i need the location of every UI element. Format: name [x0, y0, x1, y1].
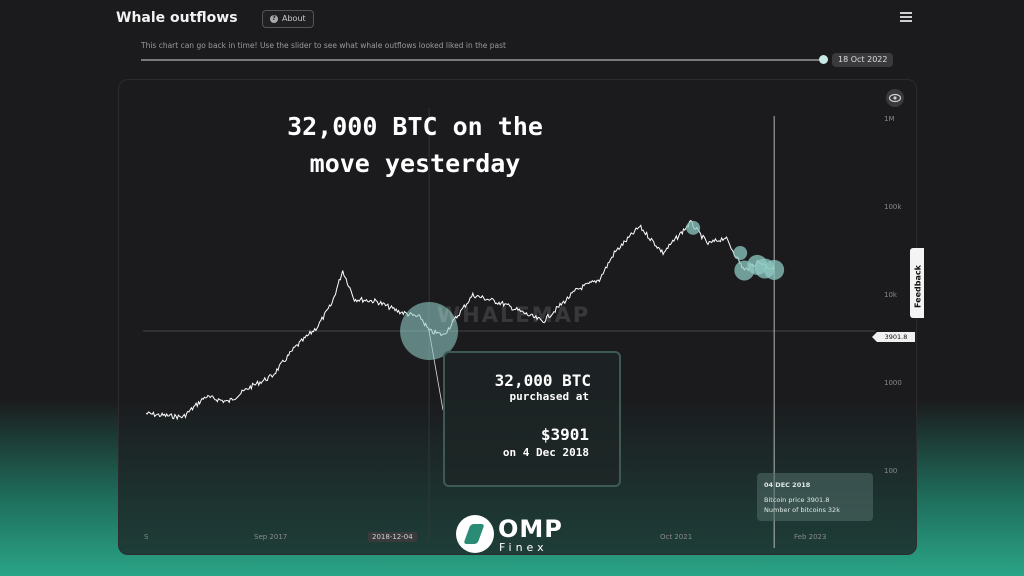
annotation-date: on 4 Dec 2018 [502, 446, 589, 459]
hamburger-icon[interactable] [900, 12, 912, 22]
chart-tooltip: 04 DEC 2018 Bitcoin price 3901.8 Number … [757, 473, 873, 521]
tooltip-count: Number of bitcoins 32k [764, 506, 840, 514]
price-series-line [145, 219, 775, 421]
x-tick-label-highlighted: 2018-12-04 [368, 532, 417, 542]
whale-bubble [764, 259, 785, 280]
y-tick-label: 100 [884, 467, 898, 475]
annotation-price: $3901 [540, 425, 589, 444]
tooltip-price: Bitcoin price 3901.8 [764, 496, 830, 504]
whale-bubble [686, 220, 701, 235]
eye-icon-button[interactable] [886, 89, 904, 107]
x-tick-label: S [144, 533, 149, 541]
x-tick-label: Feb 2023 [794, 533, 827, 541]
time-slider-track[interactable] [141, 59, 825, 61]
y-tick-label: 1000 [884, 379, 902, 387]
y-tick-label: 10k [884, 291, 897, 299]
brand-mark-icon [456, 515, 494, 553]
brand-sub: Finex [499, 541, 548, 554]
slider-date-badge: 18 Oct 2022 [832, 53, 894, 67]
brand-logo: OMP Finex [456, 515, 571, 555]
annotation-box: 32,000 BTC purchased at $3901 on 4 Dec 2… [443, 351, 621, 487]
y-tick-label: 1M [884, 115, 895, 123]
current-price-marker: 3901.8 [872, 332, 915, 342]
eye-icon [888, 93, 902, 103]
whale-bubble [400, 301, 459, 360]
headline: 32,000 BTC on the move yesterday [250, 108, 580, 182]
about-button[interactable]: ? About [262, 10, 314, 28]
page-title: Whale outflows [116, 10, 238, 26]
x-tick-label: Sep 2017 [254, 533, 288, 541]
headline-line-2: move yesterday [309, 149, 521, 178]
slider-hint: This chart can go back in time! Use the … [141, 41, 506, 50]
tooltip-date: 04 DEC 2018 [764, 481, 811, 489]
top-bar: Whale outflows ? About [0, 0, 1024, 36]
x-tick-label: Oct 2021 [660, 533, 693, 541]
brand-name: OMP [498, 515, 563, 543]
about-label: About [282, 14, 306, 23]
feedback-label: Feedback [913, 265, 923, 308]
whale-bubble [733, 246, 748, 261]
annotation-amount: 32,000 BTC [494, 371, 591, 390]
time-slider-handle[interactable] [819, 55, 828, 64]
feedback-tab[interactable]: Feedback [910, 248, 924, 318]
help-icon: ? [270, 15, 278, 23]
annotation-purchased-at: purchased at [509, 390, 589, 403]
watermark: WHALEMAP [437, 303, 591, 327]
y-tick-label: 100k [884, 203, 902, 211]
headline-line-1: 32,000 BTC on the [287, 112, 543, 141]
